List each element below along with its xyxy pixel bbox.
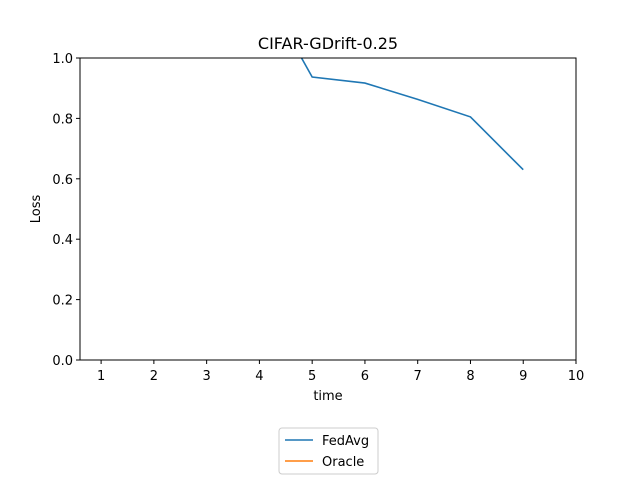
y-tick-label: 0.4 [52,233,73,248]
plot-frame [79,57,577,361]
x-tick-label: 4 [255,369,263,384]
legend: FedAvg Oracle [278,427,379,475]
x-axis-label: time [313,389,342,404]
x-tick-label: 8 [466,369,474,384]
x-tick-label: 5 [308,369,316,384]
x-tick-label: 6 [361,369,369,384]
x-tick-label: 10 [568,369,585,384]
x-tick-label: 2 [150,369,158,384]
series-line-fedavg [300,58,524,171]
y-tick-label: 0.8 [52,112,73,127]
y-tick-label: 1.0 [52,52,73,67]
y-tick-label: 0.2 [52,294,73,309]
x-tick-label: 3 [202,369,210,384]
legend-label-oracle: Oracle [322,455,364,470]
y-tick-label: 0.0 [52,354,73,369]
x-tick-label: 7 [414,369,422,384]
series-lines [300,58,524,171]
axes: 1 2 3 4 5 6 7 8 9 10 0.0 0.2 0.4 0.6 0.8 1.0 [52,52,584,384]
y-tick-label: 0.6 [52,173,73,188]
x-tick-label: 9 [519,369,527,384]
legend-label-fedavg: FedAvg [322,434,369,449]
chart-title: CIFAR-GDrift-0.25 [258,34,398,53]
y-axis-label: Loss [29,195,44,224]
x-tick-label: 1 [97,369,105,384]
